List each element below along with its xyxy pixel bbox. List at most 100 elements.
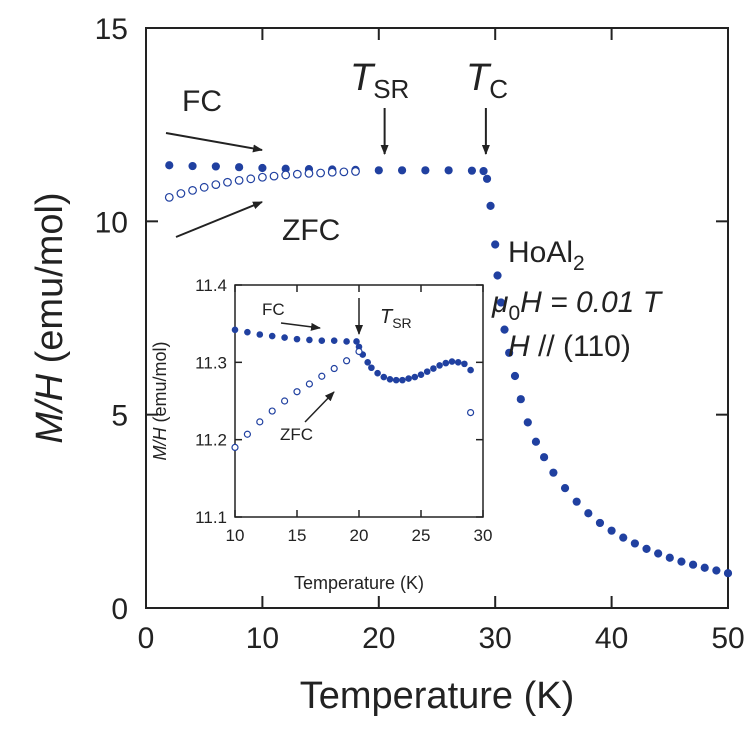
main-fc-point	[444, 166, 453, 175]
main-tc-label: TC	[466, 57, 508, 104]
main-zfc-point	[211, 180, 221, 190]
main-fc-point	[211, 162, 220, 171]
main-fc-point	[560, 484, 570, 493]
main-zfc-point	[176, 189, 186, 198]
inset-zfc-point	[256, 418, 264, 426]
main-fc-point	[482, 174, 492, 183]
inset-chart: 10 15 20 25 30 11.1 11.2 11.3 11.4 Temperature …	[150, 276, 492, 593]
inset-fc-point	[256, 331, 264, 338]
main-x-axis-title: Temperature (K)	[300, 675, 575, 717]
inset-fc-point	[448, 358, 456, 365]
main-field-label: μ0H = 0.01 T	[491, 286, 664, 325]
main-fc-point	[572, 497, 581, 506]
main-x-tick-label: 20	[362, 622, 395, 655]
main-fc-point	[712, 566, 721, 575]
main-fc-point	[500, 325, 509, 334]
inset-zfc-point	[305, 380, 313, 388]
inset-zfc-point	[355, 347, 363, 356]
inset-fc-label: FC	[262, 300, 285, 319]
inset-zfc-label: ZFC	[280, 425, 313, 444]
main-fc-point	[654, 549, 663, 558]
main-zfc-point	[327, 167, 337, 177]
main-fc-point	[665, 553, 674, 562]
main-fc-point	[677, 557, 686, 566]
inset-zfc-point	[293, 388, 301, 396]
inset-fc-point	[411, 373, 419, 381]
main-zfc-point	[351, 167, 360, 176]
inset-fc-point	[380, 373, 388, 381]
main-fc-label: FC	[182, 85, 222, 118]
inset-fc-point	[368, 364, 375, 372]
main-tsr-symbol: T	[350, 57, 376, 99]
inset-fc-point	[374, 369, 381, 377]
inset-fc-point	[461, 360, 468, 368]
main-zfc-arrow	[175, 201, 263, 238]
main-x-tick-label: 0	[138, 622, 155, 655]
main-fc-point	[493, 271, 502, 280]
inset-y-axis-title-italic: M/H	[150, 427, 170, 461]
main-zfc-point	[339, 167, 349, 177]
inset-tsr-symbol: T	[380, 306, 394, 328]
inset-y-tick-label: 11.3	[195, 353, 227, 372]
inset-y-axis-title: M/H (emu/mol)	[150, 341, 170, 460]
main-y-ticks: 0 5 10 15	[95, 13, 728, 626]
main-zfc-point	[199, 182, 209, 192]
inset-fc-point	[293, 335, 301, 343]
main-zfc-point	[281, 170, 291, 180]
inset-fc-point	[306, 336, 313, 344]
main-fc-point	[595, 518, 605, 528]
main-direction-axis: // (110)	[530, 330, 631, 363]
main-fc-point	[188, 161, 197, 171]
inset-x-tick-label: 10	[226, 526, 245, 545]
main-x-tick-label: 40	[595, 622, 628, 655]
main-x-tick-label: 30	[479, 622, 512, 655]
main-tc-subscript: C	[489, 74, 508, 104]
inset-fc-point	[436, 362, 443, 369]
main-y-axis-title-unit: (emu/mol)	[29, 192, 71, 374]
main-zfc-point	[223, 177, 232, 187]
main-field-value: H = 0.01 T	[520, 286, 664, 319]
main-fc-point	[467, 166, 477, 175]
main-fc-point	[165, 161, 174, 170]
inset-fc-point	[454, 359, 462, 366]
main-zfc-point	[188, 185, 197, 195]
main-compound-label: HoAl2	[508, 236, 585, 275]
inset-fc-point	[405, 375, 412, 382]
main-y-tick-label: 15	[95, 13, 128, 46]
main-field-subscript: 0	[508, 302, 520, 325]
main-fc-point	[723, 569, 733, 578]
main-fc-point	[258, 163, 267, 173]
main-fc-point	[397, 166, 407, 175]
main-series-zfc	[164, 167, 360, 202]
inset-zfc-point	[467, 409, 475, 417]
main-y-tick-label: 0	[111, 593, 128, 626]
main-fc-point	[496, 298, 506, 307]
inset-fc-point	[442, 359, 450, 367]
inset-zfc-point	[281, 397, 289, 405]
main-fc-point	[539, 453, 549, 462]
main-fc-point	[523, 418, 532, 427]
main-zfc-point	[269, 171, 279, 181]
inset-zfc-point	[243, 430, 251, 438]
inset-x-ticks: 10 15 20 25 30	[226, 285, 492, 545]
inset-fc-point	[399, 376, 406, 384]
inset-x-tick-label: 20	[350, 526, 369, 545]
inset-y-tick-label: 11.1	[195, 508, 227, 527]
inset-x-tick-label: 15	[288, 526, 307, 545]
main-fc-point	[486, 201, 495, 210]
main-fc-point	[642, 544, 651, 553]
inset-y-ticks: 11.1 11.2 11.3 11.4	[195, 276, 483, 527]
main-fc-point	[619, 533, 628, 542]
main-direction-h: H	[508, 330, 530, 363]
inset-fc-arrow	[280, 322, 321, 331]
inset-zfc-point	[231, 443, 239, 451]
main-plot-frame	[145, 27, 729, 609]
main-zfc-point	[164, 192, 174, 202]
main-y-tick-label: 5	[111, 400, 128, 433]
inset-fc-point	[318, 337, 326, 344]
main-zfc-label: ZFC	[282, 214, 340, 247]
inset-y-tick-label: 11.2	[195, 431, 227, 450]
inset-fc-point	[330, 337, 338, 344]
